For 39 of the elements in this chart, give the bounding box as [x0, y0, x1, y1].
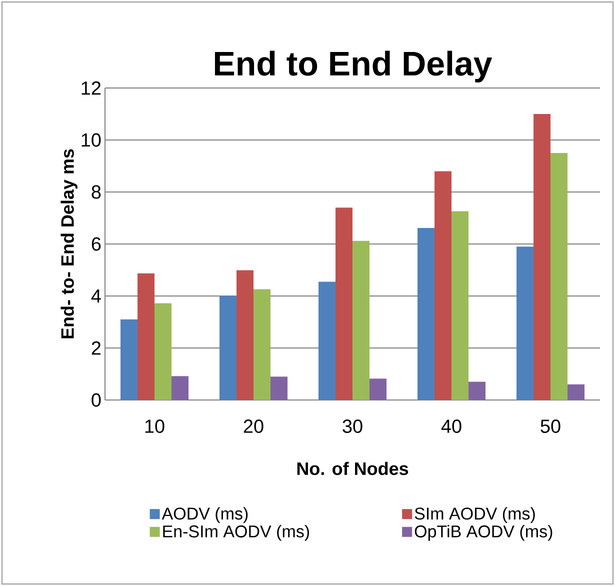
bar — [568, 384, 585, 400]
y-tick-label: 8 — [92, 185, 101, 199]
legend-label: AODV (ms) — [162, 507, 248, 523]
bar — [172, 376, 188, 400]
bar — [550, 153, 568, 400]
y-tick-label: 0 — [92, 393, 101, 407]
legend-label: SIm AODV (ms) — [414, 507, 535, 523]
x-axis-title: No. of Nodes — [297, 462, 408, 476]
bar — [254, 289, 271, 400]
bar — [138, 273, 154, 400]
x-tick-label: 20 — [244, 420, 264, 433]
bar — [236, 270, 254, 400]
bar — [220, 296, 236, 400]
bar — [434, 171, 452, 400]
bar — [418, 228, 435, 400]
y-tick-label: 2 — [92, 341, 101, 355]
x-tick-label: 40 — [441, 420, 462, 433]
x-tick-label: 30 — [342, 420, 362, 433]
bar — [370, 378, 387, 400]
x-tick-label: 10 — [145, 420, 164, 433]
bar — [468, 382, 486, 400]
y-tick-label: 10 — [82, 133, 101, 147]
bar — [154, 303, 172, 400]
x-tick-label: 50 — [540, 420, 560, 433]
y-tick-label: 6 — [92, 237, 101, 251]
legend-label: En-SIm AODV (ms) — [163, 524, 310, 541]
chart-title: End to End Delay — [214, 50, 492, 82]
bar — [120, 319, 138, 400]
y-axis-title: End- to- End Delay ms — [60, 149, 78, 338]
bar — [270, 376, 288, 400]
y-tick-label: 4 — [91, 289, 101, 303]
bar — [336, 208, 352, 400]
y-tick-label: 12 — [82, 81, 101, 95]
bar — [516, 246, 534, 400]
bar — [352, 240, 370, 400]
legend-label: OpTiB AODV (ms) — [414, 524, 552, 541]
bar — [318, 282, 336, 400]
bar — [534, 114, 551, 400]
bar — [452, 211, 468, 400]
